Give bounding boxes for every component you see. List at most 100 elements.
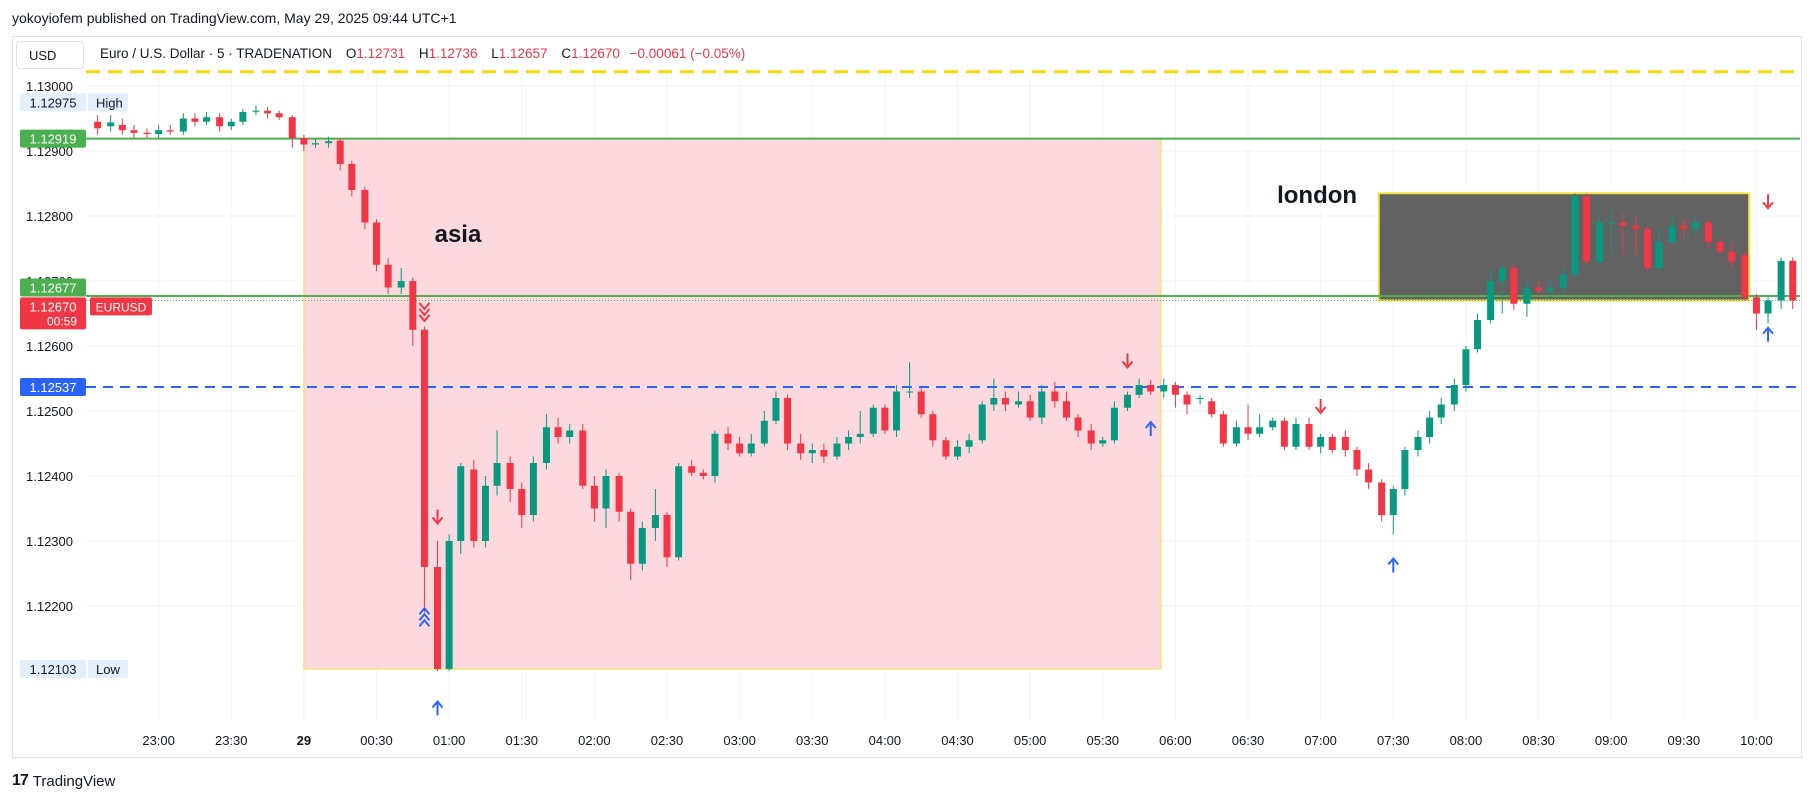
candle-body bbox=[348, 164, 356, 190]
candle-body bbox=[191, 118, 199, 122]
candle-body bbox=[1643, 229, 1651, 268]
candle-body bbox=[1596, 222, 1604, 262]
close-value: 1.12670 bbox=[571, 46, 620, 61]
candle-body bbox=[1619, 222, 1627, 226]
candle-body bbox=[542, 427, 550, 463]
candle-body bbox=[1208, 401, 1216, 415]
x-tick-label: 01:00 bbox=[433, 733, 466, 748]
x-tick-label: 07:30 bbox=[1377, 733, 1410, 748]
candle-body bbox=[881, 407, 889, 431]
symbol-title[interactable]: Euro / U.S. Dollar · 5 · TRADENATION bbox=[100, 46, 333, 61]
candle-body bbox=[627, 511, 635, 564]
candle-body bbox=[1691, 222, 1699, 229]
down-arrow-icon bbox=[418, 314, 431, 323]
candle-body bbox=[300, 138, 308, 145]
symbol-tag-box bbox=[90, 297, 152, 316]
candle-body bbox=[203, 117, 211, 122]
candle-body bbox=[1062, 401, 1070, 418]
zone-label-london: london bbox=[1277, 182, 1357, 209]
candle-body bbox=[1038, 391, 1046, 418]
candle-body bbox=[990, 398, 998, 405]
candle-body bbox=[1437, 404, 1445, 418]
symbol-tag-text: EURUSD bbox=[96, 300, 147, 314]
x-tick-label: 03:30 bbox=[796, 733, 829, 748]
low-value: 1.12657 bbox=[498, 46, 548, 61]
candle-body bbox=[1655, 242, 1663, 268]
candle-body bbox=[1523, 287, 1531, 304]
down-arrow-icon bbox=[1121, 360, 1134, 370]
currency-selector[interactable]: USD bbox=[16, 41, 84, 69]
x-tick-label: 02:30 bbox=[651, 733, 684, 748]
up-arrow-icon bbox=[418, 606, 431, 615]
candle-body bbox=[118, 125, 126, 131]
candle-body bbox=[784, 398, 792, 444]
candle-body bbox=[384, 264, 392, 288]
candle-body bbox=[216, 117, 224, 127]
candle-body bbox=[1498, 268, 1506, 281]
price-label-text: 1.12975 bbox=[30, 95, 77, 110]
candle-body bbox=[1607, 222, 1615, 224]
down-arrow-icon bbox=[431, 516, 444, 526]
candle-body bbox=[1256, 427, 1264, 434]
up-arrow-icon bbox=[431, 699, 444, 709]
candle-body bbox=[893, 391, 901, 431]
price-label-box bbox=[20, 377, 86, 396]
candle-body bbox=[797, 443, 805, 454]
price-label-text: 1.12919 bbox=[30, 132, 77, 147]
candle-body bbox=[579, 430, 587, 486]
candle-body bbox=[336, 140, 344, 164]
candle-body bbox=[1219, 414, 1227, 444]
candle-body bbox=[965, 440, 973, 447]
candle-body bbox=[1232, 427, 1240, 444]
y-tick-label: 1.13000 bbox=[26, 79, 73, 94]
candle-body bbox=[1559, 274, 1567, 288]
candle-body bbox=[1378, 482, 1386, 515]
candle-body bbox=[457, 466, 465, 541]
candle-body bbox=[1328, 437, 1336, 450]
candle-body bbox=[602, 476, 610, 509]
candle-body bbox=[1389, 489, 1397, 515]
footer-brand[interactable]: 17 TradingView bbox=[12, 772, 115, 790]
candle-body bbox=[590, 485, 598, 509]
candle-body bbox=[1305, 424, 1313, 447]
up-arrow-icon bbox=[1387, 556, 1400, 566]
candle-body bbox=[1764, 300, 1772, 314]
candle-body bbox=[252, 110, 260, 112]
high-label: H bbox=[418, 46, 429, 61]
candle-body bbox=[808, 450, 816, 454]
x-tick-label: 08:30 bbox=[1522, 733, 1555, 748]
y-tick-label: 1.12900 bbox=[26, 144, 73, 159]
y-tick-label: 1.12500 bbox=[26, 404, 73, 419]
price-label-box bbox=[20, 297, 86, 330]
candle-body bbox=[736, 443, 744, 454]
candle-body bbox=[1474, 320, 1482, 350]
up-arrow-icon bbox=[1144, 420, 1157, 429]
low-label: L bbox=[491, 46, 499, 61]
candle-body bbox=[978, 404, 986, 441]
countdown-label: 00:59 bbox=[47, 314, 77, 328]
candle-body bbox=[1450, 385, 1458, 405]
candle-body bbox=[143, 132, 151, 135]
candle-body bbox=[1001, 398, 1009, 405]
candle-body bbox=[1535, 287, 1543, 291]
candle-body bbox=[1426, 417, 1434, 437]
x-tick-label: 09:00 bbox=[1595, 733, 1628, 748]
price-label-box bbox=[20, 660, 86, 679]
y-tick-label: 1.12200 bbox=[26, 599, 73, 614]
y-tick-label: 1.12800 bbox=[26, 209, 73, 224]
candle-body bbox=[929, 414, 937, 441]
symbol-legend: Euro / U.S. Dollar · 5 · TRADENATION O1.… bbox=[100, 46, 745, 61]
candle-body bbox=[566, 430, 574, 437]
candle-body bbox=[917, 391, 925, 415]
candle-body bbox=[1074, 417, 1082, 431]
candle-body bbox=[1160, 385, 1168, 392]
candle-body bbox=[1789, 260, 1797, 301]
candle-body bbox=[1546, 287, 1554, 291]
candle-body bbox=[227, 121, 235, 127]
x-tick-label: 08:00 bbox=[1450, 733, 1483, 748]
price-label-text: 1.12103 bbox=[30, 662, 77, 677]
candle-body bbox=[373, 222, 381, 265]
candle-body bbox=[155, 130, 163, 135]
candle-body bbox=[1196, 398, 1204, 399]
